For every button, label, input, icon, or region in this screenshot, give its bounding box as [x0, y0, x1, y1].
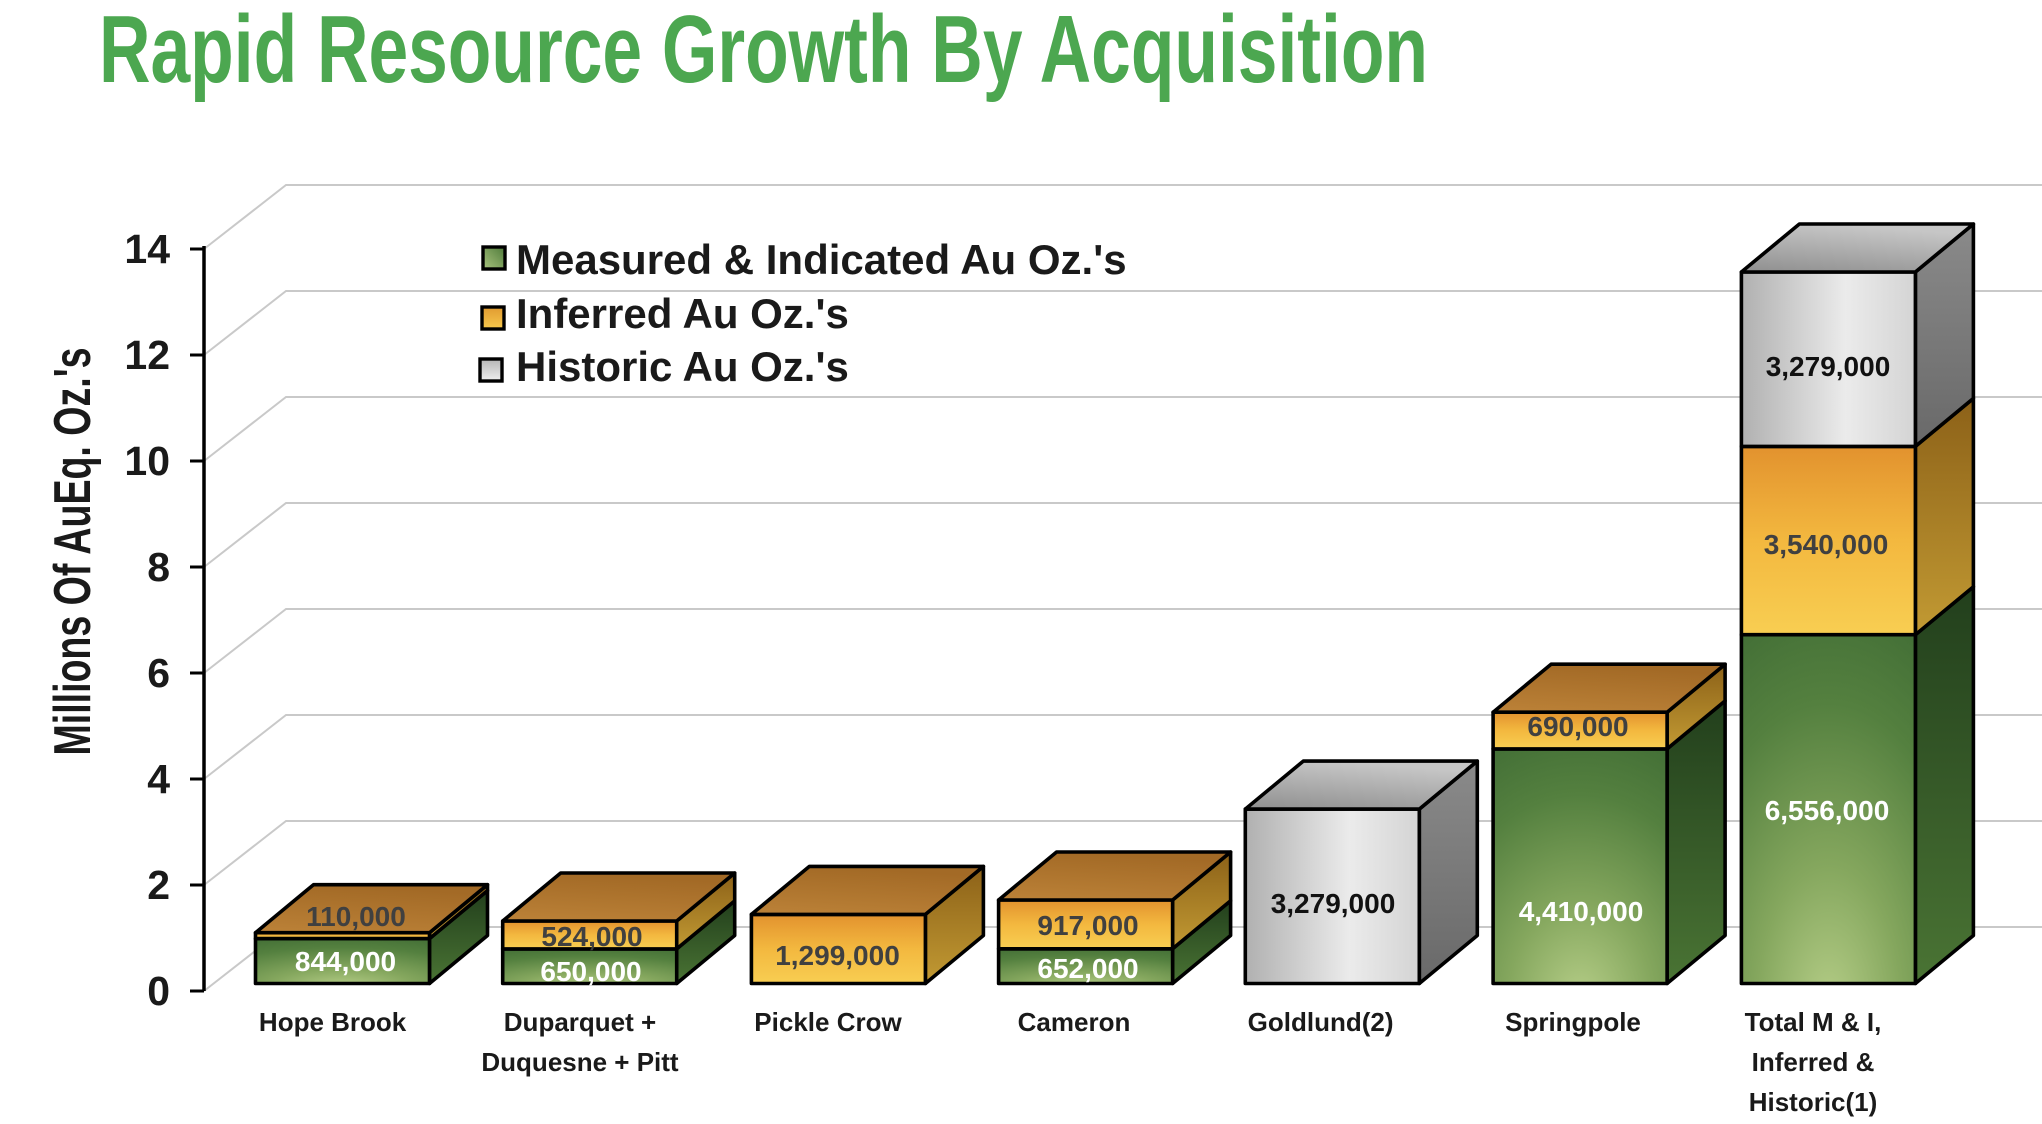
svg-text:Cameron: Cameron — [1018, 1007, 1131, 1037]
svg-text:2: 2 — [147, 862, 170, 908]
svg-text:Inferred &: Inferred & — [1752, 1047, 1875, 1077]
svg-text:Millions Of AuEq. Oz.'s: Millions Of AuEq. Oz.'s — [44, 348, 102, 756]
svg-text:Springpole: Springpole — [1505, 1007, 1641, 1037]
svg-text:Historic Au Oz.'s: Historic Au Oz.'s — [516, 343, 849, 390]
svg-text:650,000: 650,000 — [540, 956, 641, 987]
svg-text:110,000: 110,000 — [306, 901, 406, 932]
svg-text:Hope Brook: Hope Brook — [259, 1007, 407, 1037]
svg-text:844,000: 844,000 — [295, 946, 396, 977]
svg-text:3,279,000: 3,279,000 — [1766, 351, 1891, 382]
svg-text:4,410,000: 4,410,000 — [1519, 896, 1644, 927]
svg-text:6,556,000: 6,556,000 — [1765, 795, 1890, 826]
svg-text:3,279,000: 3,279,000 — [1271, 888, 1396, 919]
svg-text:690,000: 690,000 — [1527, 711, 1628, 742]
svg-text:Goldlund(2): Goldlund(2) — [1248, 1007, 1394, 1037]
svg-text:1,299,000: 1,299,000 — [775, 940, 900, 971]
svg-text:Inferred Au Oz.'s: Inferred Au Oz.'s — [516, 290, 849, 337]
svg-text:Measured & Indicated Au Oz.'s: Measured & Indicated Au Oz.'s — [516, 236, 1127, 283]
svg-text:6: 6 — [147, 650, 170, 696]
svg-text:917,000: 917,000 — [1037, 910, 1138, 941]
svg-text:652,000: 652,000 — [1037, 953, 1138, 984]
svg-text:0: 0 — [147, 968, 170, 1014]
svg-text:14: 14 — [124, 226, 170, 272]
svg-text:12: 12 — [124, 332, 170, 378]
svg-text:524,000: 524,000 — [541, 921, 642, 952]
svg-text:4: 4 — [147, 756, 170, 802]
svg-text:3,540,000: 3,540,000 — [1764, 529, 1889, 560]
svg-text:Rapid Resource Growth By Acqui: Rapid Resource Growth By Acquisition — [99, 0, 1428, 103]
svg-text:8: 8 — [147, 544, 170, 590]
svg-text:Duparquet +: Duparquet + — [504, 1007, 656, 1037]
svg-text:Total M & I,: Total M & I, — [1745, 1007, 1882, 1037]
svg-text:Pickle Crow: Pickle Crow — [754, 1007, 902, 1037]
svg-text:Duquesne + Pitt: Duquesne + Pitt — [481, 1047, 679, 1077]
svg-text:10: 10 — [124, 438, 170, 484]
svg-text:Historic(1): Historic(1) — [1749, 1087, 1878, 1117]
